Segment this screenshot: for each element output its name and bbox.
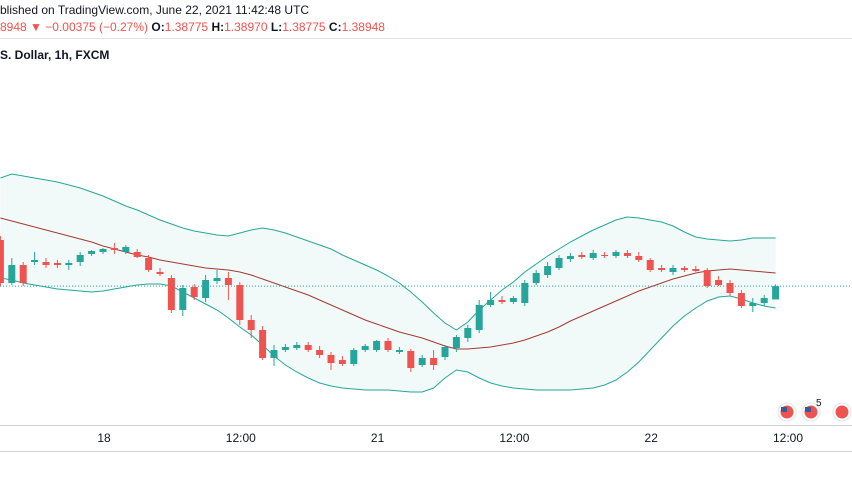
event-count: 5 [816, 398, 822, 409]
candle-body [42, 262, 50, 265]
candle-body [760, 298, 768, 303]
chart-title: S. Dollar, 1h, FXCM [0, 48, 109, 62]
candle-body [373, 341, 381, 350]
x-tick-label: 12:00 [226, 431, 256, 445]
candle-body [19, 265, 27, 283]
x-tick-label: 18 [97, 431, 111, 445]
ohlc-label: O: [151, 20, 165, 34]
published-line: blished on TradingView.com, June 22, 202… [0, 3, 310, 17]
candle-body [692, 269, 700, 271]
candle-body [361, 346, 369, 350]
candle-body [566, 256, 574, 259]
band-basis [0, 217, 776, 350]
candle-body [726, 283, 734, 293]
candle-body [635, 256, 643, 260]
candle-body [623, 253, 631, 256]
x-tick-label: 12:00 [499, 431, 529, 445]
candle-body [715, 280, 723, 285]
candle-body [555, 258, 563, 268]
candle-body [190, 287, 198, 297]
candle-body [509, 298, 517, 302]
candle-body [464, 328, 472, 338]
candle-body [202, 280, 210, 298]
candle-body [224, 278, 232, 285]
candle-body [99, 249, 107, 252]
last-price: 8948 [0, 20, 27, 34]
ohlc-label: C: [328, 20, 342, 34]
x-tick-label: 12:00 [773, 431, 803, 445]
ohlc-label: H: [211, 20, 225, 34]
candle-body [167, 278, 175, 310]
candle-body [88, 251, 96, 254]
candle-body [737, 293, 745, 306]
ohlc-value: 1.38775 [164, 20, 209, 34]
candle-body [236, 285, 244, 320]
candle-body [578, 255, 586, 257]
candle-body [487, 300, 495, 305]
candle-body [532, 273, 540, 283]
candle-body [8, 265, 16, 283]
candle-body [156, 272, 164, 274]
candle-body [213, 278, 221, 281]
candle-body [145, 258, 153, 270]
candle-body [452, 337, 460, 348]
event-icon [777, 402, 852, 422]
candle-body [703, 270, 711, 286]
candle-body [680, 268, 688, 270]
candle-body [293, 345, 301, 348]
candle-body [418, 358, 426, 365]
ohlc-value: 1.38970 [224, 20, 268, 34]
candle-body [247, 320, 255, 330]
candle-body [521, 283, 529, 303]
candle-body [110, 248, 118, 250]
x-tick-label: 21 [371, 431, 385, 445]
candle-body [65, 263, 73, 265]
change-arrow: ▼ [30, 20, 42, 34]
candle-body [0, 240, 4, 283]
candle-body [338, 360, 346, 364]
candle-body [133, 252, 141, 257]
ohlc-value: 1.38948 [341, 20, 385, 34]
candle-body [122, 247, 130, 252]
candle-body [646, 260, 654, 270]
candle-body [669, 268, 677, 272]
candle-body [76, 255, 84, 262]
candle-body [475, 305, 483, 330]
ohlc: O:1.38775 H:1.38970 L:1.38775 C:1.38948 [151, 20, 385, 34]
candle-body [498, 300, 506, 302]
ohlc-value: 1.38775 [282, 20, 326, 34]
candle-body [658, 268, 666, 270]
candle-body [304, 345, 312, 350]
candle-body [53, 263, 61, 265]
candle-body [772, 286, 780, 300]
candle-body [281, 347, 289, 350]
band-upper [0, 173, 776, 331]
candle-body [395, 350, 403, 352]
candle-body [612, 252, 620, 256]
candle-body [601, 255, 609, 256]
candle-body [544, 266, 552, 275]
candle-body [350, 350, 358, 364]
candle-body [316, 350, 324, 355]
candle-body [259, 330, 267, 358]
ohlc-label: L: [270, 20, 283, 34]
candle-body [270, 350, 278, 358]
candle-body [749, 303, 757, 306]
candle-body [179, 288, 187, 310]
candle-body [430, 358, 438, 365]
candle-body [31, 260, 39, 262]
candle-body [589, 253, 597, 258]
x-tick-label: 22 [645, 431, 659, 445]
ohlc-line: 8948 ▼ −0.00375 (−0.27%) O:1.38775 H:1.3… [0, 20, 385, 34]
change: −0.00375 (−0.27%) [45, 20, 149, 34]
candle-body [407, 351, 415, 368]
candle-body [384, 341, 392, 350]
band-fill [0, 174, 776, 392]
candle-body [441, 347, 449, 357]
candle-body [327, 355, 335, 363]
